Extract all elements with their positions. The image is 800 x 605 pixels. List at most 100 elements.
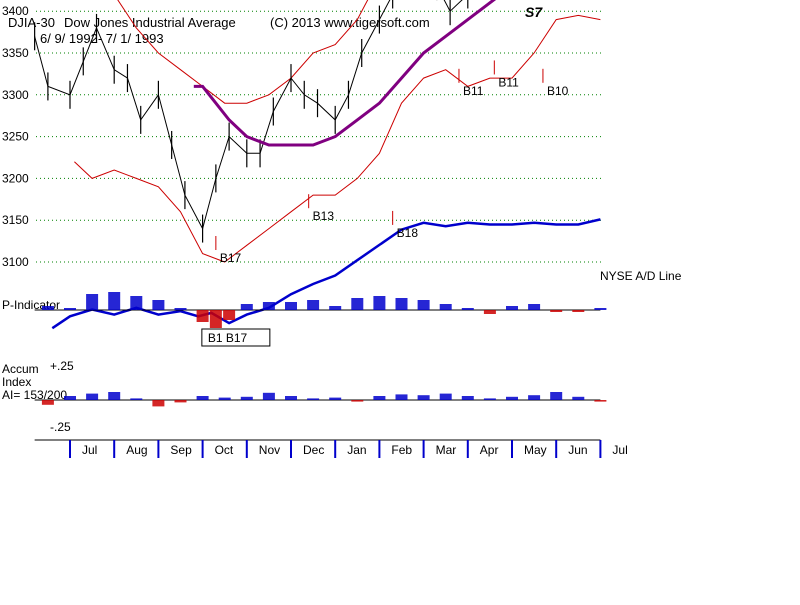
- y-tick-label: 3100: [2, 255, 29, 269]
- panel-bar: [329, 306, 342, 310]
- panel-bar: [461, 308, 474, 310]
- month-label: Nov: [259, 443, 280, 457]
- y-tick-labels: 3100315032003250330033503400345035003550…: [2, 4, 29, 269]
- month-label: Jul: [612, 443, 627, 457]
- panel-bar: [417, 300, 430, 310]
- y-tick-label: 3350: [2, 46, 29, 60]
- panel-bar: [174, 308, 187, 310]
- month-label: Aug: [126, 443, 147, 457]
- panel-bar: [262, 302, 275, 310]
- panel-bar: [506, 396, 518, 400]
- y-tick-label: 3250: [2, 130, 29, 144]
- date-range: 6/ 9/ 1992- 7/ 1/ 1993: [40, 31, 164, 46]
- panel-bar: [528, 395, 541, 400]
- panel-bar: [196, 396, 209, 400]
- panel-bar: [439, 304, 452, 310]
- panel-bar: [64, 308, 76, 310]
- month-label: Sep: [170, 443, 192, 457]
- annotation-label: B11: [463, 84, 484, 98]
- panel-bar: [572, 310, 585, 312]
- month-label: Jun: [568, 443, 587, 457]
- ad-line-title: NYSE A/D Line: [600, 269, 682, 283]
- panel-bar: [506, 306, 518, 310]
- annotation-label: B10: [547, 84, 569, 98]
- panel-bar: [41, 400, 54, 405]
- signal-annotations: B1 B17 B17 B13 B18 B11 B11 B10: [201, 60, 569, 347]
- panel-bar: [461, 396, 474, 400]
- panel-bar: [240, 396, 253, 400]
- panel-bar: [550, 310, 563, 312]
- panel-bar: [373, 296, 386, 310]
- panel-bar: [307, 300, 320, 310]
- panel-bar: [130, 296, 143, 310]
- panel-bar: [351, 400, 364, 402]
- ad-line-path: [51, 218, 601, 330]
- panel-bar: [218, 397, 231, 400]
- panel-bar: [41, 306, 54, 310]
- month-label: Apr: [480, 443, 499, 457]
- panel-bar: [209, 310, 222, 328]
- annotation-box: [201, 328, 271, 347]
- copyright-text: (C) 2013 www.tigersoft.com: [270, 15, 430, 30]
- panel-bar: [439, 393, 452, 400]
- panel-bar: [86, 393, 99, 400]
- y-tick-label: 3400: [2, 4, 29, 18]
- panel-bar: [152, 300, 165, 310]
- y-tick-label: 3300: [2, 88, 29, 102]
- month-label: May: [524, 443, 547, 457]
- panel-bar: [483, 310, 496, 314]
- month-label: Feb: [391, 443, 412, 457]
- panel-bar: [130, 398, 143, 400]
- accum-title-1: Accum: [2, 362, 39, 376]
- panel-bar: [196, 310, 209, 322]
- panel-bar: [395, 298, 408, 310]
- panel-bar: [108, 392, 121, 400]
- panel-bar: [307, 398, 320, 400]
- chart-ticker: DJIA-30: [8, 15, 55, 30]
- top-signal-label: S7: [525, 4, 543, 20]
- p-indicator-panel: [34, 292, 607, 328]
- panel-bar: [152, 400, 165, 407]
- month-label: Mar: [436, 443, 457, 457]
- annotation-label: B11: [498, 75, 519, 89]
- panel-bar: [64, 396, 76, 400]
- accum-index-panel: [34, 392, 607, 407]
- month-axis: Jul Aug Sep Oct Nov Dec Jan Feb Mar Apr May Jun Jul: [34, 439, 628, 458]
- panel-bar: [373, 396, 386, 400]
- price-series: [34, 0, 469, 243]
- month-label: Jul: [82, 443, 97, 457]
- accum-ai-label: AI= 153/200: [2, 388, 67, 402]
- panel-bar: [240, 304, 253, 310]
- accum-title-2: Index: [2, 375, 31, 389]
- panel-bar: [174, 400, 187, 403]
- panel-bar: [262, 392, 275, 400]
- month-label: Dec: [303, 443, 324, 457]
- ad-line: [51, 218, 601, 330]
- panel-bar: [329, 397, 342, 400]
- accum-bottom-label: -.25: [50, 420, 71, 434]
- series-line-lower-band: [74, 14, 601, 263]
- panel-bar: [285, 396, 297, 400]
- series-line-upper-band: [117, 0, 369, 104]
- panel-bar: [223, 310, 236, 320]
- month-label: Jan: [347, 443, 366, 457]
- y-tick-label: 3200: [2, 171, 29, 185]
- panel-bar: [594, 400, 607, 402]
- panel-bar: [351, 298, 364, 310]
- series-line-moving-average: [193, 0, 497, 147]
- bands: [74, 0, 601, 263]
- month-label: Oct: [215, 443, 234, 457]
- moving-average: [193, 0, 497, 147]
- panel-bar: [483, 398, 496, 400]
- panel-bar: [86, 294, 99, 310]
- annotation-label: B18: [397, 226, 419, 240]
- chart-title: Dow Jones Industrial Average: [64, 15, 236, 30]
- panel-bar: [528, 304, 541, 310]
- annotation-label: B1 B17: [208, 331, 248, 345]
- annotation-label: B13: [313, 209, 335, 223]
- y-tick-label: 3150: [2, 213, 29, 227]
- panel-bar: [550, 392, 563, 400]
- panel-bar: [395, 394, 408, 400]
